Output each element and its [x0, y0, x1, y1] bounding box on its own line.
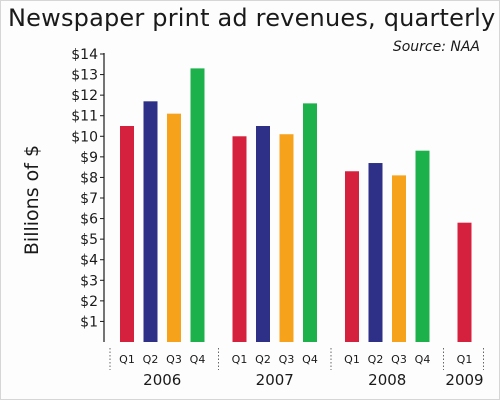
- quarter-label: Q4: [190, 353, 206, 366]
- quarter-label: Q1: [457, 353, 473, 366]
- bar-2008-q1: [345, 171, 359, 342]
- quarter-label: Q3: [391, 353, 407, 366]
- quarter-label: Q1: [232, 353, 248, 366]
- quarter-label: Q4: [302, 353, 318, 366]
- bar-2007-q2: [256, 126, 270, 342]
- y-tick-label: $6: [80, 212, 98, 228]
- quarter-label: Q1: [344, 353, 360, 366]
- y-tick-label: $7: [80, 191, 98, 207]
- y-tick-label: $5: [80, 232, 98, 248]
- year-label: 2008: [368, 371, 406, 389]
- y-tick-label: $8: [80, 170, 98, 186]
- bar-2007-q3: [279, 134, 294, 342]
- y-tick-label: $10: [71, 129, 98, 145]
- y-tick-label: $3: [80, 273, 98, 289]
- y-tick-label: $9: [80, 150, 98, 166]
- quarter-label: Q2: [255, 353, 271, 366]
- chart-title: Newspaper print ad revenues, quarterly: [8, 4, 496, 32]
- y-tick-label: $14: [71, 47, 98, 63]
- y-tick-label: $2: [80, 294, 98, 310]
- bar-2006-q1: [120, 126, 134, 342]
- y-tick-label: $12: [71, 88, 98, 104]
- bar-2007-q4: [303, 103, 317, 342]
- quarter-label: Q2: [368, 353, 384, 366]
- y-tick-label: $11: [71, 109, 98, 125]
- year-label: 2007: [256, 371, 294, 389]
- y-tick-label: $1: [80, 314, 98, 330]
- quarter-label: Q3: [279, 353, 295, 366]
- quarter-label: Q1: [119, 353, 135, 366]
- bar-2006-q2: [143, 101, 158, 342]
- y-tick-label: $13: [71, 68, 98, 84]
- bar-2008-q4: [415, 150, 430, 342]
- bar-2006-q4: [190, 68, 205, 343]
- quarter-label: Q3: [166, 353, 182, 366]
- bar-2006-q3: [167, 113, 181, 343]
- bar-2007-q1: [232, 136, 247, 342]
- bar-2009-q1: [457, 222, 472, 342]
- quarter-label: Q2: [143, 353, 159, 366]
- quarter-label: Q4: [415, 353, 431, 366]
- year-label: 2006: [143, 371, 181, 389]
- year-label: 2009: [445, 371, 483, 389]
- chart-source: Source: NAA: [392, 39, 480, 55]
- bar-2008-q2: [368, 163, 383, 342]
- y-tick-label: $4: [80, 253, 98, 269]
- bar-2008-q3: [392, 175, 406, 342]
